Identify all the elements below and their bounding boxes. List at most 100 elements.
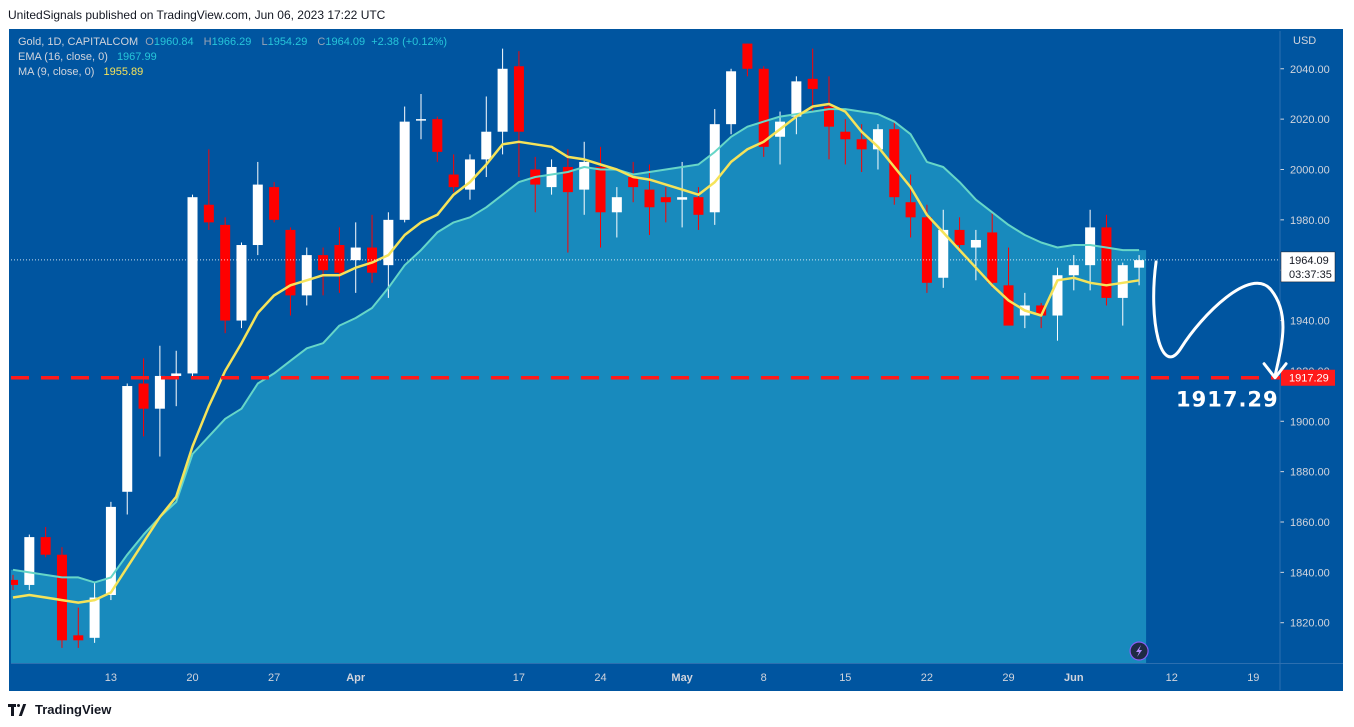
- currency-label[interactable]: USD: [1293, 35, 1317, 47]
- price-tag-value: 1964.09: [1289, 255, 1329, 267]
- y-tick-label: 1840.00: [1290, 567, 1330, 579]
- x-tick-label: Jun: [1064, 672, 1084, 684]
- candle-body: [840, 131, 851, 140]
- candle: [921, 204, 932, 293]
- candle-body: [432, 119, 443, 152]
- candle: [154, 345, 165, 457]
- candle: [40, 527, 51, 558]
- candle-body: [611, 197, 622, 213]
- candle: [122, 383, 133, 515]
- candle-body: [644, 189, 655, 208]
- legend-ma-row[interactable]: MA (9, close, 0) 1955.89: [18, 65, 450, 80]
- candle: [644, 164, 655, 235]
- candle: [285, 227, 296, 316]
- candle-body: [203, 204, 214, 223]
- candle-body: [1068, 265, 1079, 276]
- tradingview-logo-icon: [8, 703, 30, 716]
- candle: [611, 187, 622, 238]
- legend-close: 1964.09: [325, 36, 366, 48]
- target-annotation: 1917.29: [1176, 388, 1279, 412]
- candle-body: [56, 554, 67, 641]
- candle: [726, 68, 737, 135]
- candle-body: [220, 224, 231, 321]
- legend-symbol: Gold, 1D, CAPITALCOM: [18, 36, 139, 48]
- candle: [350, 222, 361, 293]
- publisher-caption: UnitedSignals published on TradingView.c…: [8, 8, 386, 22]
- legend-open-label: O: [145, 36, 154, 48]
- candle: [56, 547, 67, 648]
- ema-line: [12, 108, 1140, 584]
- candle-body: [40, 537, 51, 555]
- candle: [938, 209, 949, 288]
- price-tag-box: [1280, 251, 1336, 283]
- candle-body: [742, 43, 753, 69]
- candle-body: [856, 139, 867, 150]
- candle: [628, 161, 639, 203]
- candle: [970, 229, 981, 281]
- candle-body: [1134, 260, 1145, 268]
- y-tick-label: 1940.00: [1290, 316, 1330, 328]
- candle: [252, 161, 263, 256]
- candle-body: [889, 129, 900, 198]
- candle: [138, 358, 149, 437]
- candle-body: [464, 159, 475, 190]
- candle: [660, 187, 671, 223]
- lightning-bolt-shape: [1136, 645, 1143, 657]
- candle-body: [693, 197, 704, 215]
- legend-high-label: H: [203, 36, 212, 48]
- legend-ma-value: 1955.89: [103, 66, 144, 78]
- candle: [236, 242, 247, 329]
- candle-body: [383, 219, 394, 266]
- candle: [73, 607, 84, 648]
- candle-body: [1003, 285, 1014, 326]
- candle-body: [872, 129, 883, 150]
- candle: [840, 119, 851, 165]
- candle: [513, 51, 524, 178]
- chart-legend: Gold, 1D, CAPITALCOM O1960.84 H1966.29 L…: [18, 35, 450, 80]
- candle: [742, 43, 753, 77]
- ema-area-fill: [11, 109, 1147, 663]
- candle-body: [938, 229, 949, 278]
- candle: [367, 214, 378, 283]
- footer: TradingView: [8, 702, 111, 717]
- target-tag-value: 1917.29: [1289, 373, 1329, 385]
- candle-body: [628, 177, 639, 188]
- candle-body: [171, 373, 182, 376]
- candle: [1117, 262, 1128, 326]
- forecast-arrowhead: [1262, 362, 1288, 380]
- ma-line: [12, 102, 1140, 604]
- candle-body: [791, 81, 802, 117]
- legend-high: 1966.29: [211, 36, 252, 48]
- y-tick-label: 1980.00: [1290, 215, 1330, 227]
- legend-low: 1954.29: [267, 36, 308, 48]
- x-tick-label: 22: [921, 672, 933, 684]
- x-tick-label: 12: [1166, 672, 1178, 684]
- candle: [579, 141, 590, 215]
- legend-close-label: C: [317, 36, 326, 48]
- candle-body: [970, 239, 981, 248]
- forecast-arrow: [1152, 260, 1285, 378]
- legend-change: +2.38 (+0.12%): [371, 36, 448, 48]
- candle: [187, 194, 198, 376]
- candle-body: [350, 247, 361, 261]
- candle: [105, 501, 116, 601]
- y-tick-label: 2040.00: [1290, 64, 1330, 76]
- candle: [889, 121, 900, 205]
- candle: [24, 534, 35, 590]
- legend-ema-row[interactable]: EMA (16, close, 0) 1967.99: [18, 50, 450, 65]
- footer-brand: TradingView: [35, 702, 112, 717]
- candle-body: [285, 229, 296, 296]
- candle: [301, 247, 312, 306]
- x-tick-label: 17: [513, 672, 525, 684]
- y-tick-label: 1860.00: [1290, 517, 1330, 529]
- candle: [905, 174, 916, 238]
- candle-body: [921, 217, 932, 283]
- price-tag-countdown: 03:37:35: [1289, 269, 1332, 281]
- candle-body: [301, 255, 312, 296]
- candle: [432, 116, 443, 162]
- candle-body: [236, 245, 247, 321]
- x-tick-label: 29: [1002, 672, 1014, 684]
- candle: [220, 217, 231, 334]
- x-tick-label: May: [671, 672, 693, 684]
